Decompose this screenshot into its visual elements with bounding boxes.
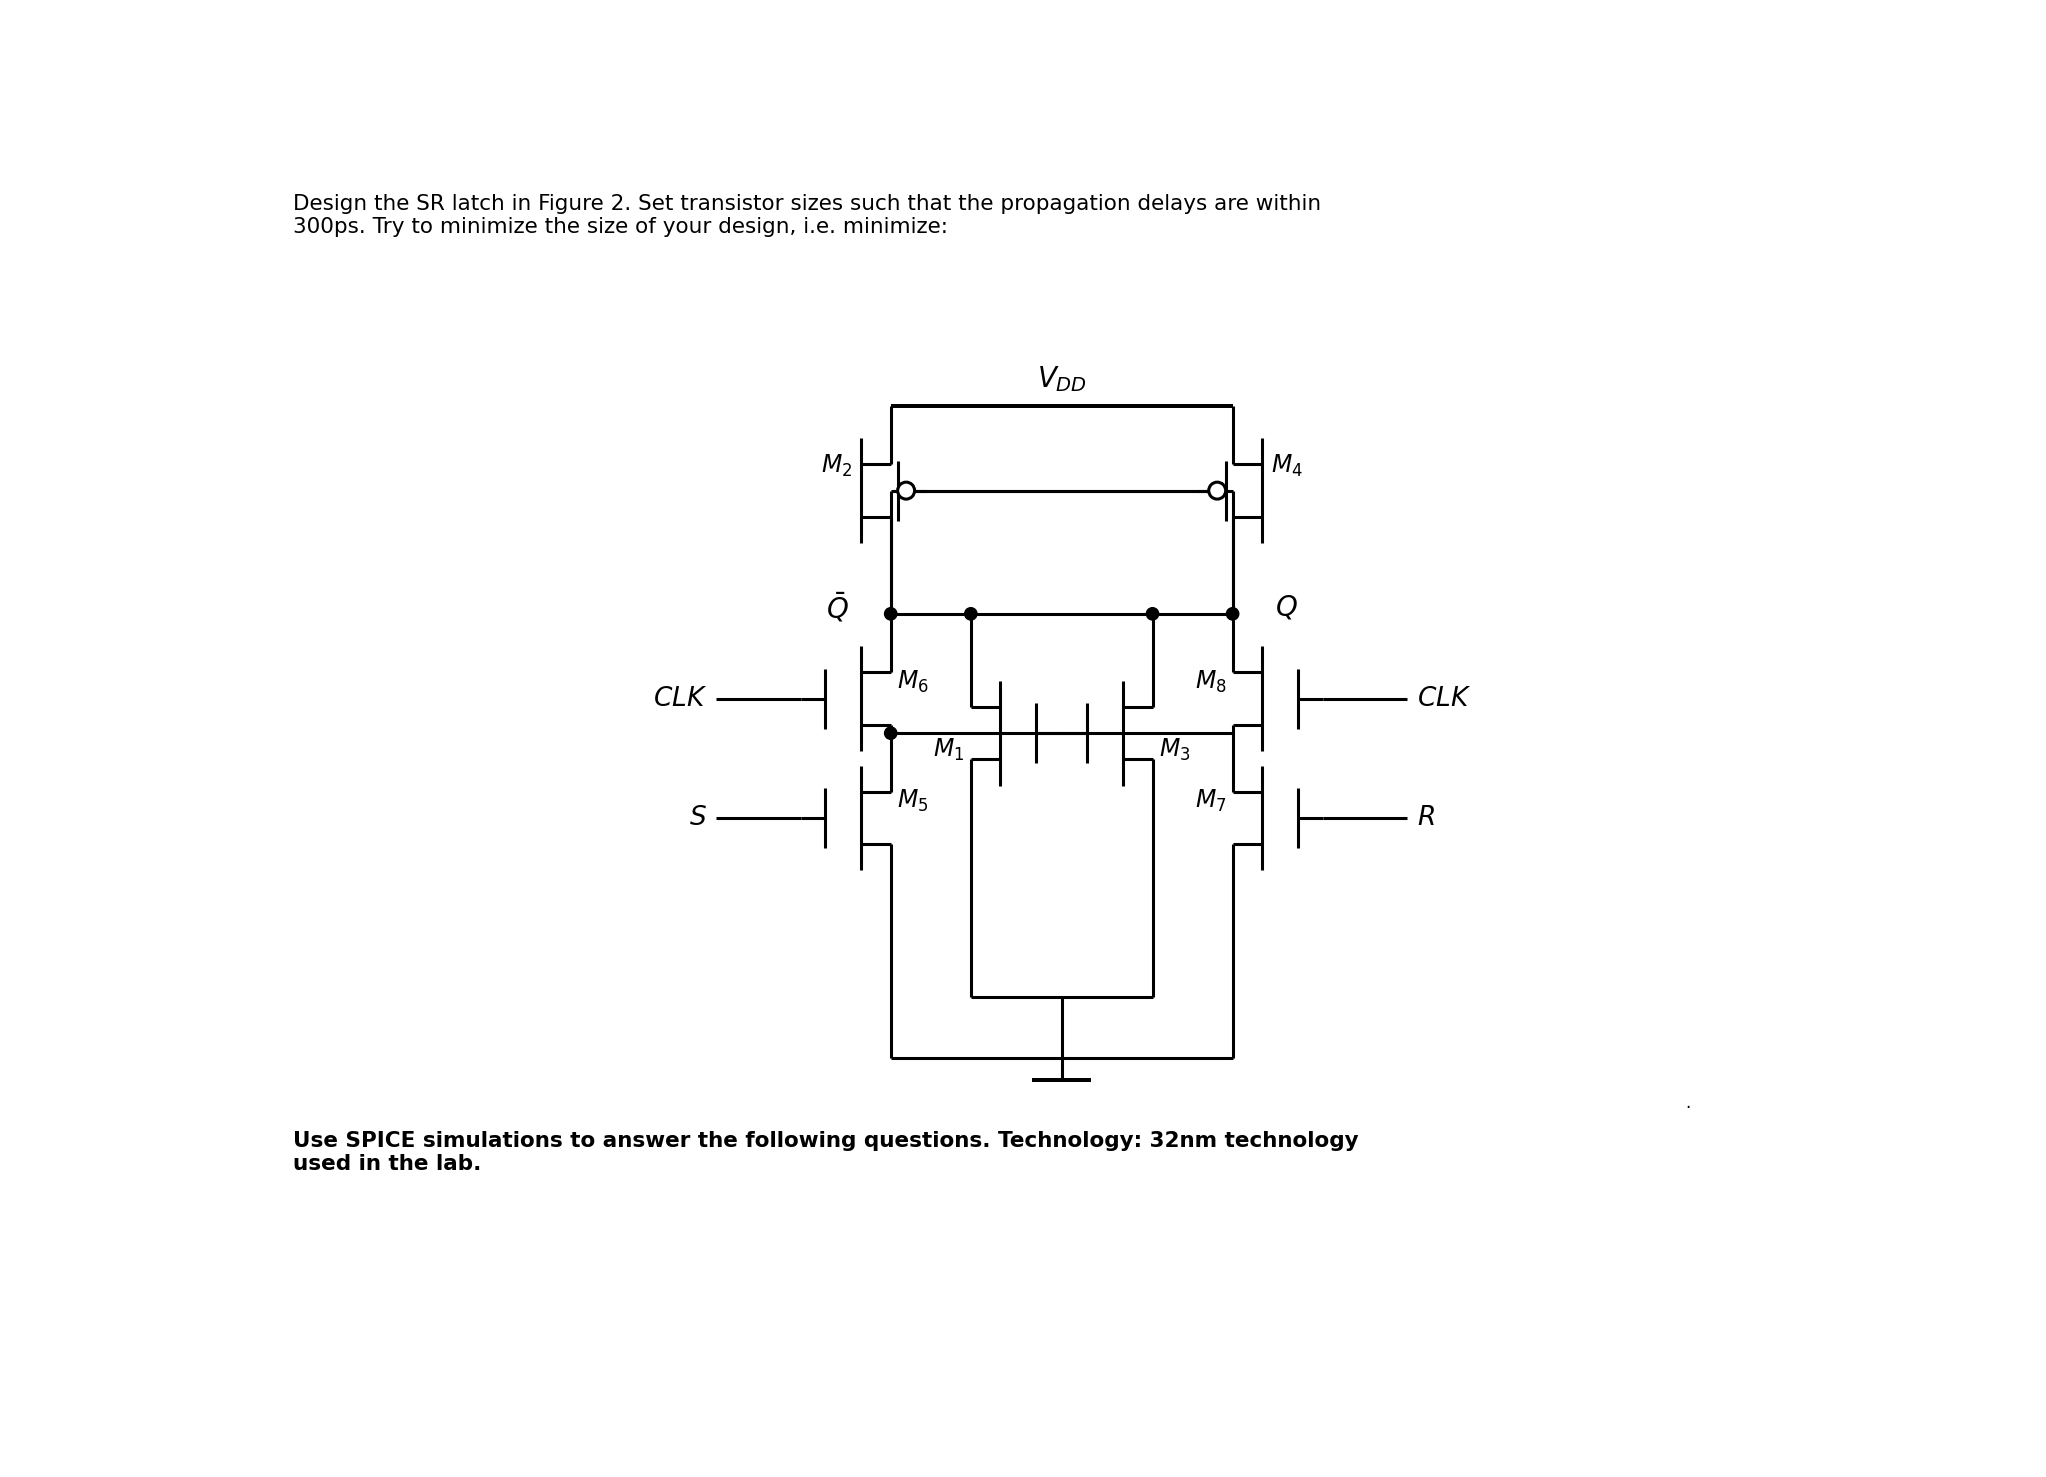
Circle shape: [1209, 482, 1226, 499]
Text: $M_1$: $M_1$: [933, 737, 964, 764]
Circle shape: [964, 607, 976, 620]
Text: $M_3$: $M_3$: [1158, 737, 1191, 764]
Circle shape: [884, 607, 896, 620]
Circle shape: [898, 482, 915, 499]
Circle shape: [1226, 607, 1238, 620]
Circle shape: [1146, 607, 1158, 620]
Text: Use SPICE simulations to answer the following questions. Technology: 32nm techno: Use SPICE simulations to answer the foll…: [293, 1131, 1359, 1174]
Text: .: .: [1686, 1094, 1690, 1112]
Text: $\bar{Q}$: $\bar{Q}$: [827, 591, 849, 625]
Text: $M_5$: $M_5$: [896, 787, 929, 814]
Text: $M_2$: $M_2$: [820, 453, 853, 479]
Text: $M_4$: $M_4$: [1271, 453, 1303, 479]
Circle shape: [884, 727, 896, 740]
Text: $R$: $R$: [1416, 805, 1434, 830]
Text: $CLK$: $CLK$: [1416, 685, 1471, 710]
Text: $S$: $S$: [690, 805, 706, 830]
Text: $V_{DD}$: $V_{DD}$: [1037, 365, 1086, 394]
Text: $M_8$: $M_8$: [1195, 669, 1226, 694]
Text: Design the SR latch in Figure 2. Set transistor sizes such that the propagation : Design the SR latch in Figure 2. Set tra…: [293, 193, 1322, 238]
Text: $Q$: $Q$: [1275, 594, 1297, 622]
Text: $CLK$: $CLK$: [653, 685, 706, 710]
Text: $M_7$: $M_7$: [1195, 787, 1226, 814]
Text: $M_6$: $M_6$: [896, 669, 929, 694]
